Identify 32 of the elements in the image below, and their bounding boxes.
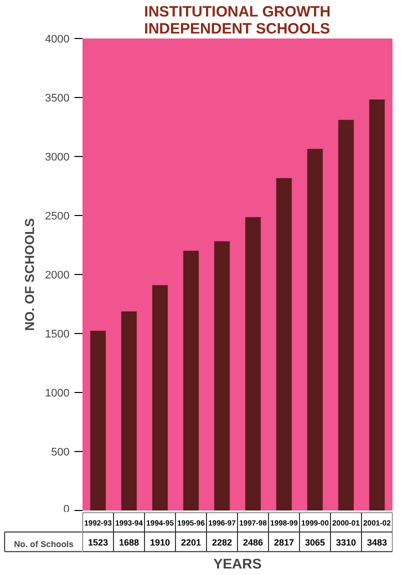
bar: [276, 178, 292, 510]
y-axis-title: NO. OF SCHOOLS: [22, 218, 38, 331]
data-label: 2486: [242, 537, 264, 548]
y-tick-label: 1000: [45, 388, 70, 400]
y-tick-label: 1500: [45, 328, 70, 340]
bar: [245, 217, 261, 510]
data-label: 1688: [118, 537, 140, 548]
y-tick-label: 4000: [45, 34, 70, 46]
data-label: 3310: [336, 537, 356, 548]
text: No. of Schools: [14, 539, 74, 549]
data-label: 1910: [150, 537, 170, 548]
bar: [369, 100, 385, 510]
bar: [90, 330, 106, 510]
y-tick-label: 3000: [45, 152, 70, 164]
bar: [214, 241, 230, 510]
y-tick-label: 500: [51, 446, 70, 458]
bar: [338, 120, 354, 510]
data-label: 1523: [88, 537, 108, 548]
y-tick-label: 2000: [45, 270, 70, 282]
bar: [121, 311, 137, 510]
data-label: 2201: [180, 537, 202, 548]
x-axis-title: YEARS: [213, 556, 262, 572]
chart-title: INSTITUTIONAL GROWTH INDEPENDENT SCHOOLS: [144, 4, 331, 38]
data-label: 3483: [366, 537, 388, 548]
bar: [307, 148, 323, 510]
y-tick-label: 3500: [45, 92, 70, 104]
data-label: 2282: [212, 537, 232, 548]
bar: [183, 250, 199, 510]
data-label: 3065: [304, 537, 326, 548]
bar: [152, 285, 168, 510]
y-tick-label: 2500: [45, 210, 70, 222]
data-label: 2817: [274, 537, 294, 548]
